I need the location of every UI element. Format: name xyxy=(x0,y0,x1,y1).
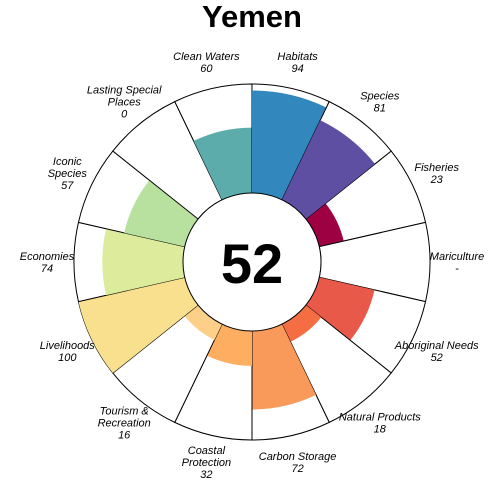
petal-species xyxy=(281,120,375,219)
petal-livelihoods xyxy=(78,277,199,373)
petal-iconic-species xyxy=(124,180,199,247)
label-mariculture: Mariculture - xyxy=(430,251,484,275)
label-coastal-protection: Coastal Protection 32 xyxy=(182,445,232,481)
label-carbon-storage: Carbon Storage 72 xyxy=(259,451,337,475)
petal-coastal-protection xyxy=(206,324,253,366)
center-disc xyxy=(182,192,322,332)
petals-group xyxy=(73,83,431,441)
label-clean-waters: Clean Waters 60 xyxy=(173,51,240,75)
label-iconic-species: Iconic Species 57 xyxy=(48,156,88,192)
label-natural-products: Natural Products 18 xyxy=(339,411,421,435)
label-economies: Economies 74 xyxy=(20,251,75,275)
label-species: Species 81 xyxy=(360,91,400,115)
label-lasting-special-places: Lasting Special Places 0 xyxy=(87,85,162,121)
petal-habitats xyxy=(251,90,327,200)
chart-title: Yemen xyxy=(202,0,302,34)
petal-tourism-and-recreation xyxy=(184,305,223,340)
petal-fisheries xyxy=(305,203,344,247)
label-fisheries: Fisheries 23 xyxy=(414,162,459,186)
center-score: 52 xyxy=(221,232,283,295)
petal-carbon-storage xyxy=(252,324,316,410)
petal-aboriginal-needs xyxy=(305,277,375,341)
label-tourism-and-recreation: Tourism & Recreation 16 xyxy=(98,405,151,441)
petal-natural-products xyxy=(281,305,322,342)
labels-group: Fisheries 23 Mariculture - Aboriginal Needs 5… xyxy=(20,51,484,481)
petal-clean-waters xyxy=(193,127,252,200)
label-habitats: Habitats 94 xyxy=(277,51,318,75)
label-livelihoods: Livelihoods 100 xyxy=(40,340,96,364)
label-aboriginal-needs: Aboriginal Needs 52 xyxy=(394,340,479,364)
petal-economies xyxy=(102,228,185,296)
